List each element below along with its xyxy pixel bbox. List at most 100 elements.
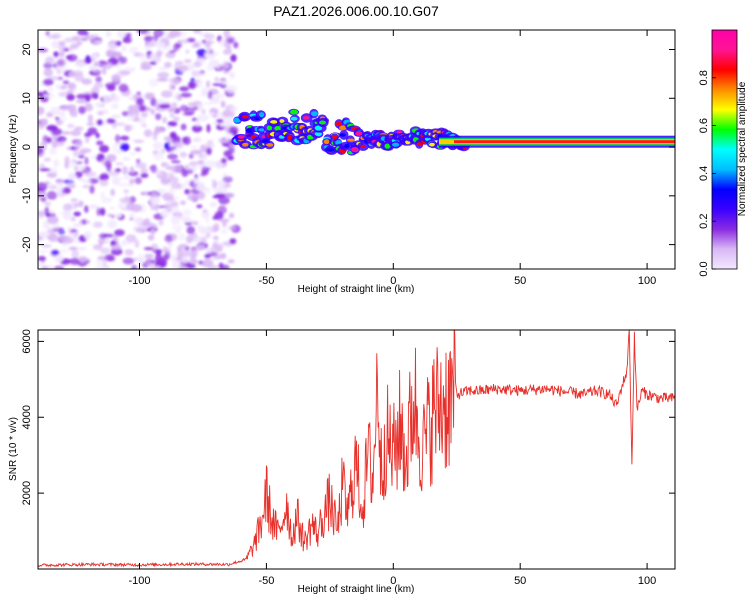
noise-blob — [81, 219, 87, 225]
noise-blob — [98, 241, 103, 247]
noise-blob — [102, 67, 107, 75]
noise-blob — [205, 217, 210, 224]
noise-blob — [171, 102, 178, 108]
noise-blob — [212, 195, 222, 199]
noise-blob — [74, 202, 79, 208]
noise-blob — [38, 182, 48, 191]
noise-blob — [121, 45, 127, 52]
noise-blob — [57, 44, 67, 51]
noise-blob — [183, 59, 192, 63]
noise-blob — [134, 239, 140, 249]
noise-blob — [117, 30, 127, 39]
noise-blob — [200, 87, 209, 94]
ridge-blob-inner — [310, 111, 318, 117]
noise-blob — [177, 39, 183, 45]
noise-blob — [180, 123, 187, 131]
noise-blob — [121, 242, 132, 246]
ridge-blob-inner — [323, 139, 330, 145]
noise-blob — [201, 166, 210, 174]
noise-blob — [155, 258, 168, 267]
noise-blob — [44, 202, 51, 207]
noise-blob — [220, 252, 227, 260]
noise-blob — [119, 197, 132, 204]
noise-blob — [87, 114, 93, 123]
snr-frame — [37, 329, 676, 570]
noise-blob — [208, 112, 215, 116]
noise-blob — [186, 235, 193, 244]
noise-blob — [59, 111, 66, 118]
noise-blob — [198, 260, 203, 265]
noise-blob — [133, 139, 145, 143]
noise-blob — [195, 118, 201, 127]
noise-blob — [200, 144, 207, 153]
noise-blob — [89, 34, 99, 39]
noise-blob — [120, 135, 130, 141]
noise-blob — [167, 153, 178, 160]
noise-blob — [122, 157, 131, 161]
noise-blob — [153, 30, 164, 38]
noise-blob — [88, 204, 99, 210]
noise-blob — [129, 166, 134, 173]
noise-blob — [150, 108, 155, 115]
noise-blob — [226, 85, 238, 94]
noise-blob — [47, 215, 59, 225]
noise-blob — [187, 102, 196, 107]
noise-blob — [125, 234, 137, 243]
noise-blob — [70, 216, 76, 222]
noise-blob — [128, 152, 138, 156]
ridge-blob-inner — [319, 120, 326, 125]
noise-blob — [128, 96, 135, 101]
noise-blob — [178, 232, 186, 241]
noise-blob — [128, 170, 139, 177]
noise-blob — [229, 238, 237, 245]
noise-blob — [95, 132, 100, 139]
noise-blob — [228, 212, 235, 219]
noise-blob — [233, 41, 239, 49]
noise-blob — [181, 38, 189, 44]
ridge-blob-inner — [266, 125, 273, 131]
ridge-blob-inner — [351, 146, 359, 153]
noise-blob — [180, 92, 192, 98]
noise-blob — [204, 40, 212, 49]
snr-panel: -100 -50 0 50 100 2000 4000 6000 Height of str… — [8, 329, 676, 595]
noise-blob — [55, 254, 64, 263]
noise-blob — [67, 83, 75, 89]
noise-blob — [83, 231, 92, 240]
noise-blob — [38, 210, 46, 217]
noise-blob — [207, 91, 213, 100]
noise-blob — [114, 134, 121, 143]
noise-blob — [56, 76, 64, 81]
noise-blob — [186, 169, 194, 175]
noise-blob — [179, 86, 190, 92]
colorbar-tick-label: 0.6 — [698, 118, 710, 133]
noise-blob — [152, 249, 163, 254]
noise-blob — [90, 92, 99, 99]
noise-blob — [100, 191, 106, 199]
noise-blob — [131, 264, 138, 269]
noise-blob — [65, 104, 77, 110]
noise-blob — [221, 264, 230, 269]
noise-blob — [94, 101, 103, 108]
noise-blob — [206, 80, 211, 88]
noise-blob — [78, 256, 88, 263]
noise-blob — [47, 236, 54, 240]
snr-x-tick-label: 100 — [638, 575, 656, 587]
noise-blob — [219, 39, 226, 47]
noise-blob — [76, 93, 89, 100]
noise-blob — [99, 61, 109, 65]
colorbar-tick-label: 0.2 — [698, 214, 710, 229]
noise-blob — [78, 154, 85, 159]
noise-blob — [137, 53, 149, 60]
noise-blob — [129, 46, 139, 54]
noise-blob — [73, 211, 81, 217]
noise-blob — [41, 244, 52, 248]
noise-blob — [53, 265, 65, 269]
noise-blob — [38, 250, 49, 253]
noise-blob — [160, 90, 173, 98]
noise-blob — [129, 212, 136, 218]
noise-blob — [46, 124, 58, 132]
noise-blob — [185, 49, 190, 54]
noise-blob — [136, 158, 141, 164]
noise-blob — [84, 205, 89, 213]
snr-series — [38, 330, 675, 568]
